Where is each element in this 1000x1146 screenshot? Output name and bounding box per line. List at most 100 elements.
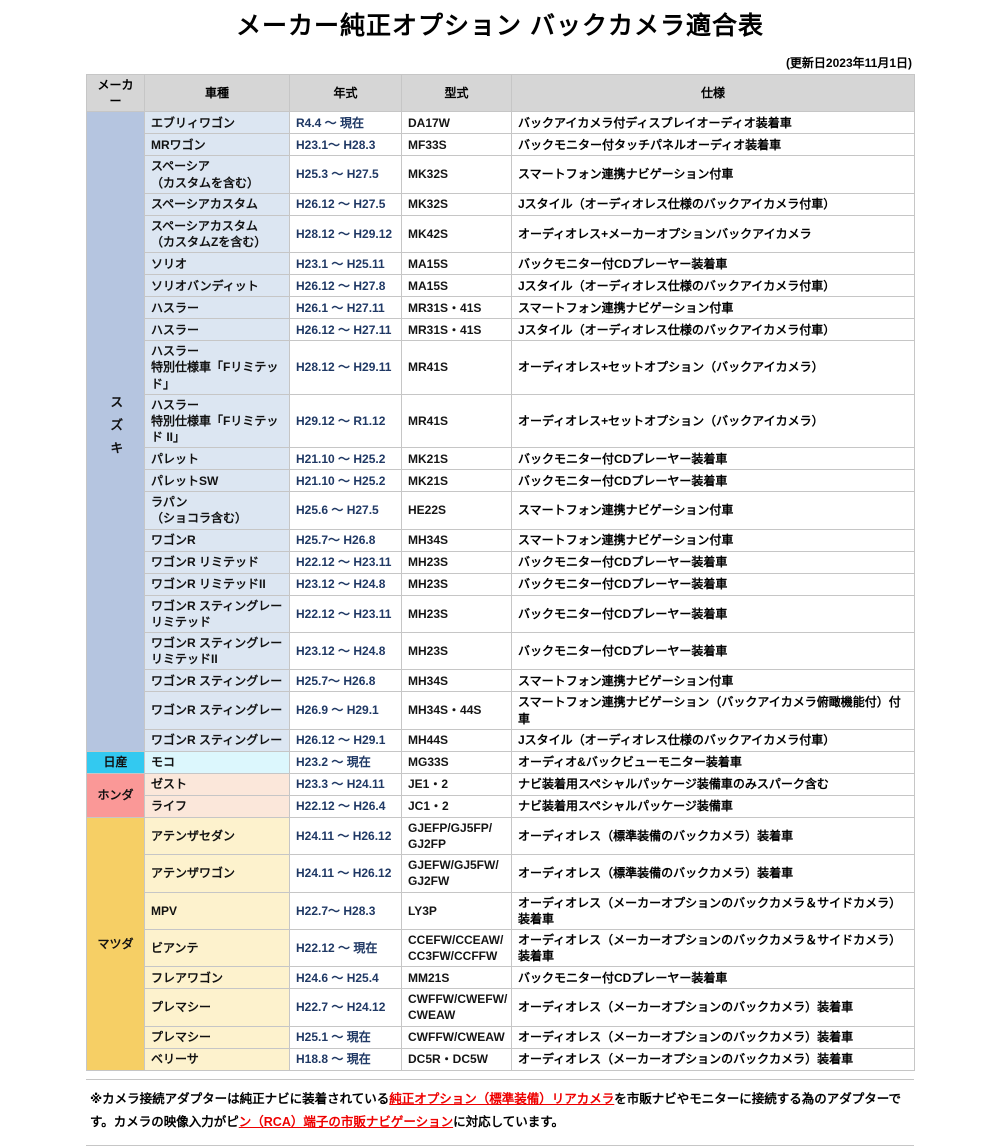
spec-cell: バックモニター付CDプレーヤー装着車 (511, 550, 915, 574)
spec-cell: バックモニター付CDプレーヤー装着車 (511, 572, 915, 596)
footnote-text-post: に対応しています。 (453, 1115, 564, 1130)
footnote-link-rear-camera[interactable]: 純正オプション（標準装備）リアカメラ (389, 1091, 615, 1106)
code-cell: MA15S (401, 252, 512, 276)
maker-label: 日産 (103, 755, 128, 770)
spec-cell: バックモニター付CDプレーヤー装着車 (511, 252, 915, 276)
model-cell: プレマシー (144, 988, 290, 1027)
year-cell: H23.3 ～ H24.11 (289, 772, 402, 796)
model-cell: アテンザワゴン (144, 854, 290, 893)
table-row: マツダ アテンザセダン H24.11 ～ H26.12 GJEFP/GJ5FP/ GJ… (86, 816, 915, 1071)
column-header-year: 年式 (289, 73, 402, 113)
spec-cell: オーディオレス（メーカーオプションのバックカメラ＆サイドカメラ）装着車 (511, 928, 915, 968)
model-cell: ビアンテ (144, 928, 290, 968)
year-cell: H22.12 ～ 現在 (289, 928, 402, 968)
spec-cell: バックモニター付タッチパネルオーディオ装着車 (511, 133, 915, 157)
year-cell: H23.1～ H28.3 (289, 133, 402, 157)
model-cell: アテンザセダン (144, 816, 290, 856)
table-row: ベリーサ H18.8 ～ 現在 DC5R・DC5W オーディオレス（メーカーオプション… (87, 1047, 915, 1071)
year-cell: H21.10 ～ H25.2 (289, 447, 402, 471)
table-row: ワゴンR スティングレー H26.9 ～ H29.1 MH34S・44S スマートフォ… (87, 691, 915, 730)
year-cell: H26.9 ～ H29.1 (289, 691, 402, 730)
maker-cell: 日産 (86, 750, 145, 774)
model-cell: ソリオ (144, 252, 290, 276)
model-cell: フレアワゴン (144, 966, 290, 990)
model-cell: ワゴンR スティングレー リミテッド (144, 594, 290, 634)
footnote-link-rca-nav[interactable]: ン（RCA）端子の市販ナビゲーション (238, 1115, 454, 1130)
code-cell: MK21S (401, 469, 512, 493)
year-cell: H25.3 ～ H27.5 (289, 155, 402, 194)
maker-cell: スズキ (86, 111, 145, 752)
code-cell: CWFFW/CWEFW/ CWEAW (401, 988, 512, 1027)
column-header-code: 型式 (401, 73, 512, 113)
table-row: プレマシー H22.7 ～ H24.12 CWFFW/CWEFW/ CWEAW オーデ… (87, 988, 915, 1027)
code-cell: MK21S (401, 447, 512, 471)
year-cell: H25.7～ H26.8 (289, 669, 402, 693)
spec-cell: スマートフォン連携ナビゲーション付車 (511, 491, 915, 530)
code-cell: MH34S (401, 669, 512, 693)
code-cell: MH23S (401, 594, 512, 634)
table-row: ワゴンR スティングレー H25.7～ H26.8 MH34S スマートフォン連携ナビ… (87, 669, 915, 693)
table-row: ラパン （ショコラ含む） H25.6 ～ H27.5 HE22S スマートフォン連携ナ… (87, 491, 915, 530)
table-row: ワゴンR リミテッドII H23.12 ～ H24.8 MH23S バックモニター付C… (87, 572, 915, 596)
year-cell: H24.11 ～ H26.12 (289, 854, 402, 893)
model-cell: ワゴンR リミテッド (144, 550, 290, 574)
code-cell: MR41S (401, 393, 512, 449)
year-cell: H26.12 ～ H29.1 (289, 728, 402, 752)
table-row: 日産 モコ H23.2 ～ 現在 MG33S オーディオ&バックビューモニター装着車 (86, 750, 915, 774)
year-cell: H25.7～ H26.8 (289, 528, 402, 552)
table-row: スペーシア （カスタムを含む） H25.3 ～ H27.5 MK32S スマートフォン… (87, 155, 915, 194)
table-row: アテンザワゴン H24.11 ～ H26.12 GJEFW/GJ5FW/ GJ2FW… (87, 854, 915, 893)
spec-cell: バックモニター付CDプレーヤー装着車 (511, 447, 915, 471)
spec-cell: バックモニター付CDプレーヤー装着車 (511, 631, 915, 671)
spec-cell: オーディオレス（メーカーオプションのバックカメラ）装着車 (511, 1047, 915, 1071)
code-cell: MH23S (401, 572, 512, 596)
spec-cell: オーディオレス（メーカーオプションのバックカメラ）装着車 (511, 988, 915, 1027)
table-row: ハスラー H26.12 ～ H27.11 MR31S・41S Jスタイル（オーディオレ… (87, 318, 915, 342)
code-cell: MG33S (401, 750, 512, 774)
spec-cell: Jスタイル（オーディオレス仕様のバックアイカメラ付車） (511, 728, 915, 752)
table-row: スズキ エブリィワゴン R4.4 ～ 現在 DA17W バックアイカメラ付ディスプレイオ… (86, 111, 915, 752)
model-cell: ワゴンR リミテッドII (144, 572, 290, 596)
year-cell: H22.7～ H28.3 (289, 891, 402, 930)
code-cell: MR31S・41S (401, 318, 512, 342)
year-cell: H26.12 ～ H27.8 (289, 274, 402, 298)
maker-label: マツダ (97, 936, 134, 951)
model-cell: ハスラー 特別仕様車「Fリミテッド II」 (144, 393, 290, 449)
code-cell: HE22S (401, 491, 512, 530)
page: メーカー純正オプション バックカメラ適合表 (更新日2023年11月1日) メー… (86, 12, 915, 1146)
spec-cell: Jスタイル（オーディオレス仕様のバックアイカメラ付車） (511, 192, 915, 216)
code-cell: MH23S (401, 631, 512, 671)
year-cell: H26.1 ～ H27.11 (289, 296, 402, 320)
spec-cell: オーディオレス+メーカーオプションバックアイカメラ (511, 214, 915, 254)
model-cell: MRワゴン (144, 133, 290, 157)
spec-cell: オーディオレス（メーカーオプションのバックカメラ）装着車 (511, 1025, 915, 1049)
table-body: スズキ エブリィワゴン R4.4 ～ 現在 DA17W バックアイカメラ付ディスプレイオ… (86, 111, 915, 1071)
year-cell: H22.12 ～ H23.11 (289, 594, 402, 634)
code-cell: CWFFW/CWEAW (401, 1025, 512, 1049)
spec-cell: オーディオレス（標準装備のバックカメラ）装着車 (511, 854, 915, 893)
model-cell: ワゴンR スティングレー リミテッドII (144, 631, 290, 671)
model-cell: スペーシア （カスタムを含む） (144, 155, 290, 194)
year-cell: R4.4 ～ 現在 (289, 111, 402, 135)
page-title: メーカー純正オプション バックカメラ適合表 (236, 12, 764, 40)
table-row: ホンダ ゼスト H23.3 ～ H24.11 JE1・2 ナビ装着用スペシャルパッケージ… (86, 772, 915, 818)
model-cell: ライフ (144, 794, 290, 818)
model-cell: プレマシー (144, 1025, 290, 1049)
column-header-maker: メーカー (86, 73, 145, 113)
model-cell: パレットSW (144, 469, 290, 493)
year-cell: H23.12 ～ H24.8 (289, 631, 402, 671)
code-cell: MA15S (401, 274, 512, 298)
model-cell: ハスラー 特別仕様車「Fリミテッド」 (144, 340, 290, 395)
spec-cell: オーディオ&バックビューモニター装着車 (511, 750, 915, 774)
table-container: (更新日2023年11月1日) メーカー 車種 年式 型式 仕様 スズキ エブリィ… (86, 42, 915, 1071)
spec-cell: バックモニター付CDプレーヤー装着車 (511, 966, 915, 990)
table-row: ライフ H22.12 ～ H26.4 JC1・2 ナビ装着用スペシャルパッケージ装備車 (87, 794, 915, 818)
maker-label: スズキ (108, 394, 124, 464)
code-cell: CCEFW/CCEAW/ CC3FW/CCFFW (401, 928, 512, 968)
compat-table: メーカー 車種 年式 型式 仕様 スズキ エブリィワゴン R4.4 ～ 現在 DA17… (86, 73, 915, 1071)
table-row: ハスラー 特別仕様車「Fリミテッド II」 H29.12 ～ R1.12 MR41S… (87, 393, 915, 449)
table-row: スペーシアカスタム （カスタムZを含む） H28.12 ～ H29.12 MK42S… (87, 214, 915, 254)
year-cell: H22.7 ～ H24.12 (289, 988, 402, 1027)
model-cell: ハスラー (144, 296, 290, 320)
table-row: MPV H22.7～ H28.3 LY3P オーディオレス（メーカーオプションのバック… (87, 891, 915, 930)
